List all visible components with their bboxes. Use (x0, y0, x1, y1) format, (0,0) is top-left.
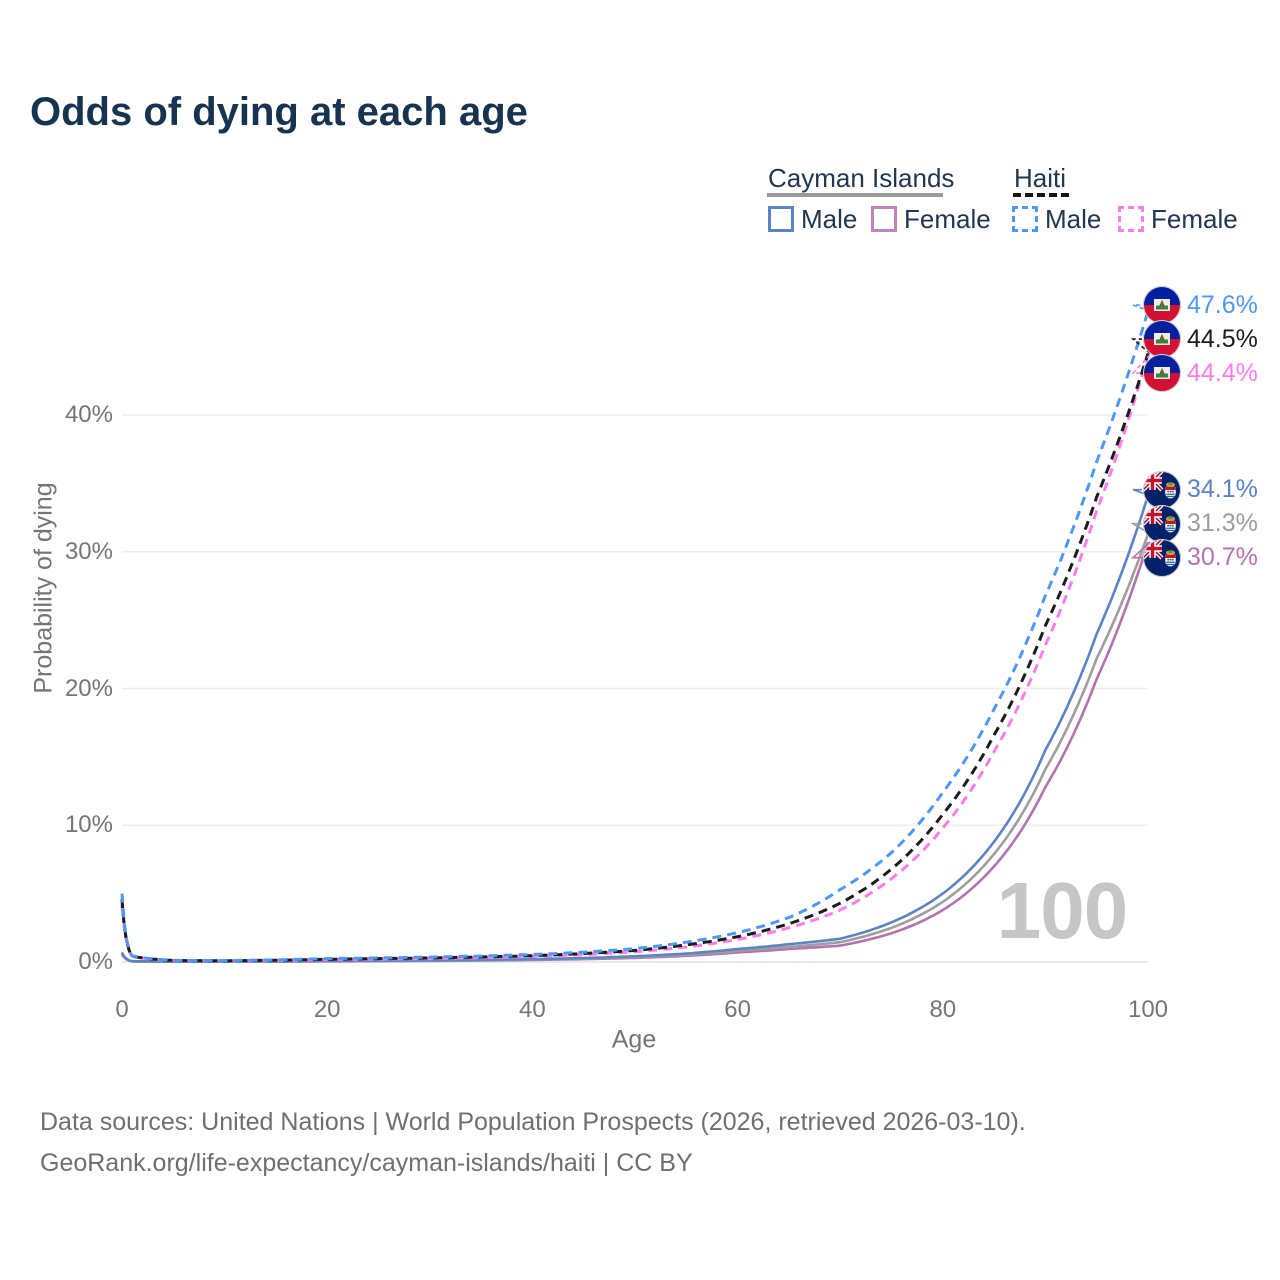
label-connector (1130, 338, 1151, 355)
curve-cayman-islands[interactable] (120, 533, 1150, 963)
legend-item-haiti-female[interactable]: Female (1118, 206, 1238, 232)
haiti-flag-icon (1143, 320, 1181, 358)
attribution-link: GeoRank.org/life-expectancy/cayman-islan… (40, 1149, 693, 1177)
legend-item-label: Female (1151, 204, 1238, 234)
x-axis-tick-label: 60 (724, 996, 751, 1023)
label-connector (1132, 304, 1151, 312)
curve-haiti-male[interactable] (120, 310, 1150, 963)
legend-item-label: Female (904, 204, 991, 234)
page-title: Odds of dying at each age (30, 90, 528, 134)
haiti-dashed-line-sample (1013, 193, 1069, 197)
legend-item-cayman-male[interactable]: Male (768, 206, 857, 232)
end-label-cayman-islands-female[interactable]: 30.7% (1143, 539, 1258, 577)
y-axis-tick-label: 40% (64, 401, 113, 428)
y-axis-tick-label: 20% (64, 674, 113, 702)
end-value-label: 47.6% (1187, 290, 1258, 319)
haiti-male-swatch-icon (1012, 206, 1038, 232)
cayman-female-swatch-icon (871, 206, 897, 232)
legend-item-cayman-female[interactable]: Female (871, 206, 991, 232)
end-value-label: 34.1% (1187, 475, 1258, 504)
end-value-label: 44.5% (1187, 324, 1258, 353)
haiti-female-swatch-icon (1118, 206, 1144, 232)
data-sources-note: Data sources: United Nations | World Pop… (40, 1108, 1026, 1136)
end-value-label: 31.3% (1187, 509, 1258, 538)
end-label-haiti-female[interactable]: 44.4% (1143, 354, 1258, 392)
end-label-haiti[interactable]: 44.5% (1143, 320, 1258, 358)
cayman-islands-flag-icon (1143, 539, 1181, 577)
end-value-label: 44.4% (1187, 358, 1258, 387)
legend-group-haiti[interactable]: Haiti (1014, 163, 1067, 193)
curve-haiti[interactable] (120, 353, 1150, 963)
cayman-islands-flag-icon (1143, 505, 1181, 543)
x-axis-tick-label: 40 (519, 996, 546, 1023)
end-label-cayman-islands-male[interactable]: 34.1% (1143, 471, 1258, 509)
haiti-flag-icon (1143, 354, 1181, 392)
legend-item-label: Male (801, 204, 858, 234)
curve-haiti-female[interactable] (120, 354, 1150, 963)
label-connector (1130, 541, 1151, 559)
x-axis-tick-label: 0 (115, 996, 129, 1023)
label-connector (1131, 354, 1151, 374)
end-label-cayman-islands[interactable]: 31.3% (1143, 505, 1258, 543)
legend-group-cayman-islands[interactable]: Cayman Islands (768, 163, 955, 193)
legend-item-label: Male (1045, 204, 1102, 234)
end-label-haiti-male[interactable]: 47.6% (1143, 286, 1258, 324)
age-counter-watermark: 100 (996, 866, 1128, 955)
y-axis-title: Probability of dying (29, 482, 58, 694)
x-axis-tick-label: 100 (1127, 996, 1169, 1023)
x-axis-title: Age (611, 1025, 657, 1054)
curve-cayman-islands-male[interactable] (120, 495, 1150, 963)
y-axis-tick-label: 30% (64, 537, 113, 565)
x-axis-tick-label: 20 (313, 996, 341, 1023)
end-value-label: 30.7% (1187, 543, 1258, 572)
y-axis-tick-label: 10% (64, 811, 113, 839)
haiti-flag-icon (1143, 286, 1181, 324)
x-axis-tick-label: 80 (929, 996, 957, 1023)
y-axis-tick-label: 0% (78, 948, 113, 975)
cayman-male-swatch-icon (768, 206, 794, 232)
cayman-islands-flag-icon (1143, 471, 1181, 509)
legend-item-haiti-male[interactable]: Male (1012, 206, 1101, 232)
cayman-islands-solid-line-sample (767, 193, 943, 197)
